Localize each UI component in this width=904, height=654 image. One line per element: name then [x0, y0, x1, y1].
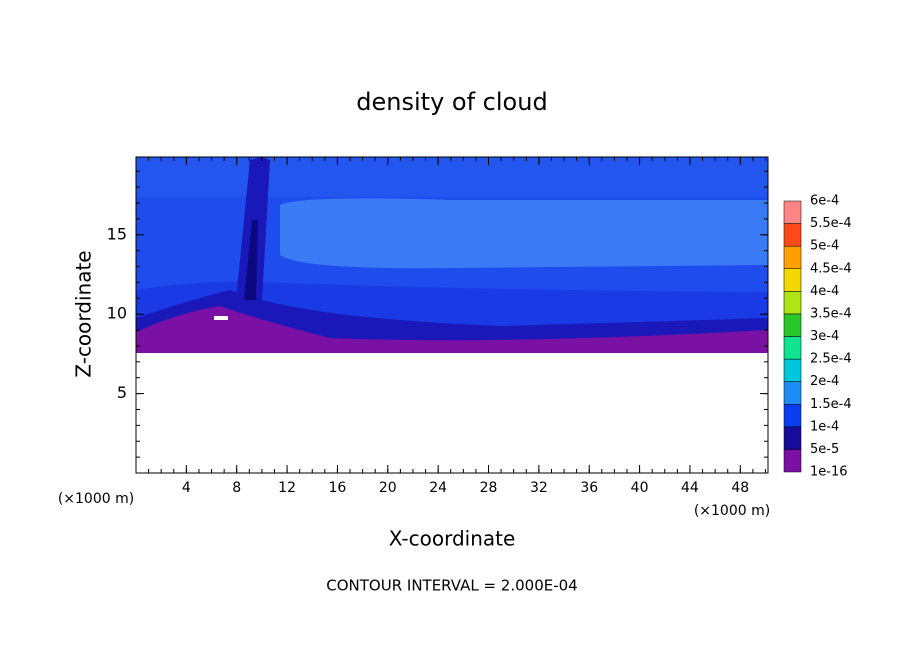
x-unit-label: (×1000 m)	[694, 503, 770, 519]
contour-field	[136, 157, 768, 473]
colorbar-label: 3.5e-4	[810, 306, 852, 321]
x-tick-label: 36	[580, 480, 598, 496]
x-tick-label: 8	[232, 480, 241, 496]
colorbar-label: 1.5e-4	[810, 397, 852, 412]
colorbar-label: 5e-4	[810, 239, 839, 254]
x-tick-label: 20	[379, 480, 397, 496]
colorbar-band	[783, 426, 802, 450]
x-tick-label: 32	[530, 480, 548, 496]
colorbar-band	[783, 223, 802, 247]
field-empty	[136, 353, 768, 473]
colorbar-band	[783, 358, 802, 382]
colorbar-band	[783, 291, 802, 315]
y-tick-label: 5	[117, 383, 127, 402]
x-tick-label: 4	[182, 480, 191, 496]
colorbar-label: 1e-4	[810, 419, 839, 434]
footer-note: CONTOUR INTERVAL = 2.000E-04	[326, 577, 577, 595]
x-tick-label: 24	[429, 480, 447, 496]
x-tick-label: 28	[480, 480, 498, 496]
colorbar-band	[783, 200, 802, 224]
colorbar-band	[783, 336, 802, 360]
field-band	[136, 306, 768, 357]
colorbar-band	[783, 268, 802, 292]
field-band	[280, 198, 768, 269]
colorbar-band	[783, 404, 802, 428]
field-empty	[214, 316, 228, 320]
colorbar-label: 5.5e-4	[810, 216, 852, 231]
plot-frame	[135, 156, 769, 474]
y-tick-label: 10	[107, 304, 127, 323]
colorbar-band	[783, 381, 802, 405]
x-unit-label: (×1000 m)	[58, 491, 134, 507]
x-tick-label: 12	[278, 480, 296, 496]
colorbar-label: 4.5e-4	[810, 261, 852, 276]
colorbar-label: 2.5e-4	[810, 352, 852, 367]
x-axis-label: X-coordinate	[389, 527, 516, 551]
field-plume	[244, 220, 258, 300]
colorbar-label: 3e-4	[810, 329, 839, 344]
colorbar-band	[783, 449, 802, 473]
colorbar-band	[783, 245, 802, 270]
colorbar-band	[783, 313, 802, 337]
colorbar-label: 5e-5	[810, 442, 839, 457]
x-tick-label: 44	[681, 480, 699, 496]
x-tick-label: 48	[731, 480, 749, 496]
x-tick-label: 16	[329, 480, 347, 496]
chart-title: density of cloud	[356, 88, 547, 116]
field-band	[136, 157, 768, 197]
y-tick-label: 15	[107, 224, 127, 243]
colorbar-label: 2e-4	[810, 374, 839, 389]
colorbar-label: 6e-4	[810, 194, 839, 209]
y-axis-label: Z-coordinate	[72, 250, 96, 377]
colorbar-label: 4e-4	[810, 284, 839, 299]
x-tick-label: 40	[631, 480, 649, 496]
colorbar-label: 1e-16	[810, 465, 848, 480]
